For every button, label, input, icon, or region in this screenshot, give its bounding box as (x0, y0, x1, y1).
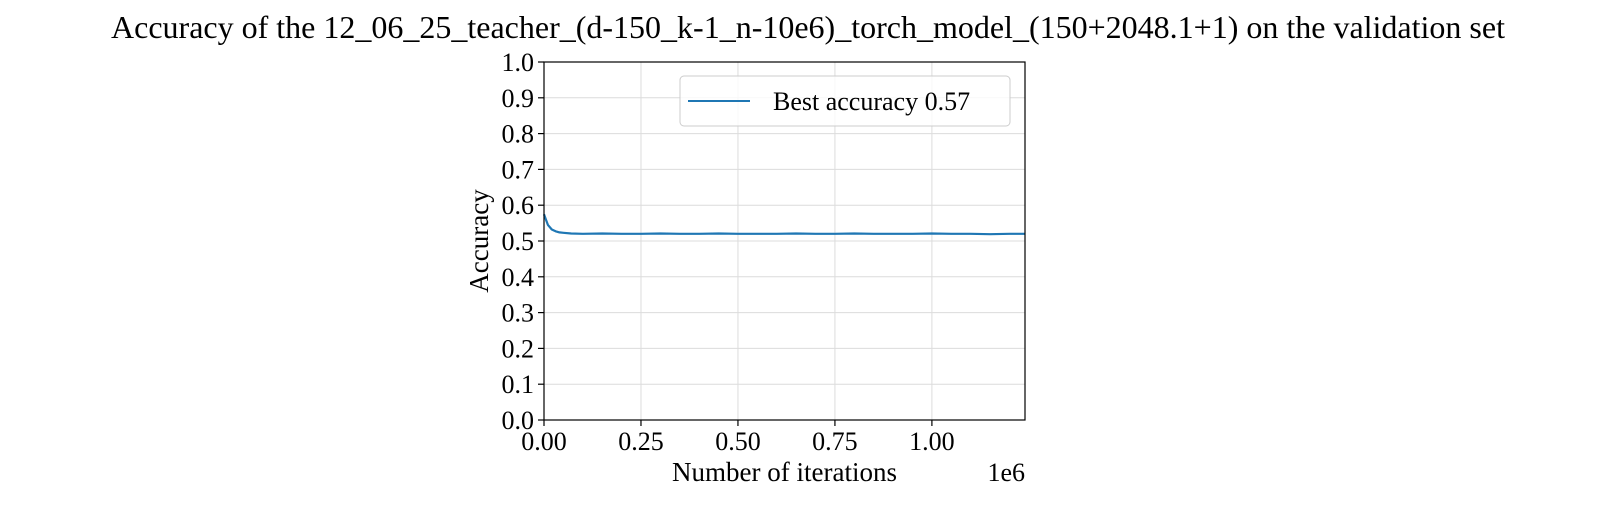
x-tick-label: 0.00 (521, 427, 567, 456)
y-tick-label: 0.1 (502, 370, 535, 399)
y-tick-label: 0.9 (502, 84, 535, 113)
y-tick-label: 0.6 (502, 191, 535, 220)
y-tick-label: 0.4 (502, 263, 535, 292)
x-tick-label: 1.00 (909, 427, 955, 456)
x-tick-label: 0.75 (812, 427, 858, 456)
y-tick-label: 0.3 (502, 299, 535, 328)
y-tick-label: 0.7 (502, 155, 535, 184)
x-tick-label: 0.25 (618, 427, 664, 456)
legend-entry-label: Best accuracy 0.57 (773, 87, 970, 116)
chart-title: Accuracy of the 12_06_25_teacher_(d-150_… (111, 9, 1505, 45)
x-axis-label: Number of iterations (672, 457, 897, 487)
x-tick-label: 0.50 (715, 427, 761, 456)
y-tick-label: 0.5 (502, 227, 535, 256)
legend-box (679, 75, 1011, 127)
x-offset-text: 1e6 (987, 458, 1025, 487)
y-tick-label: 0.8 (502, 120, 535, 149)
legend: Best accuracy 0.57 (679, 75, 1011, 127)
series-layer (542, 213, 1025, 236)
y-tick-label: 1.0 (502, 48, 535, 77)
y-tick-label: 0.0 (502, 406, 535, 435)
y-axis-label: Accuracy (464, 189, 494, 293)
ticks-layer: 0.0 0.1 0.2 0.3 0.4 0.5 0.6 0.7 0.8 0.9 1.0 0.00 0.2… (502, 48, 955, 456)
series-line (542, 213, 1025, 236)
y-tick-label: 0.2 (502, 334, 535, 363)
